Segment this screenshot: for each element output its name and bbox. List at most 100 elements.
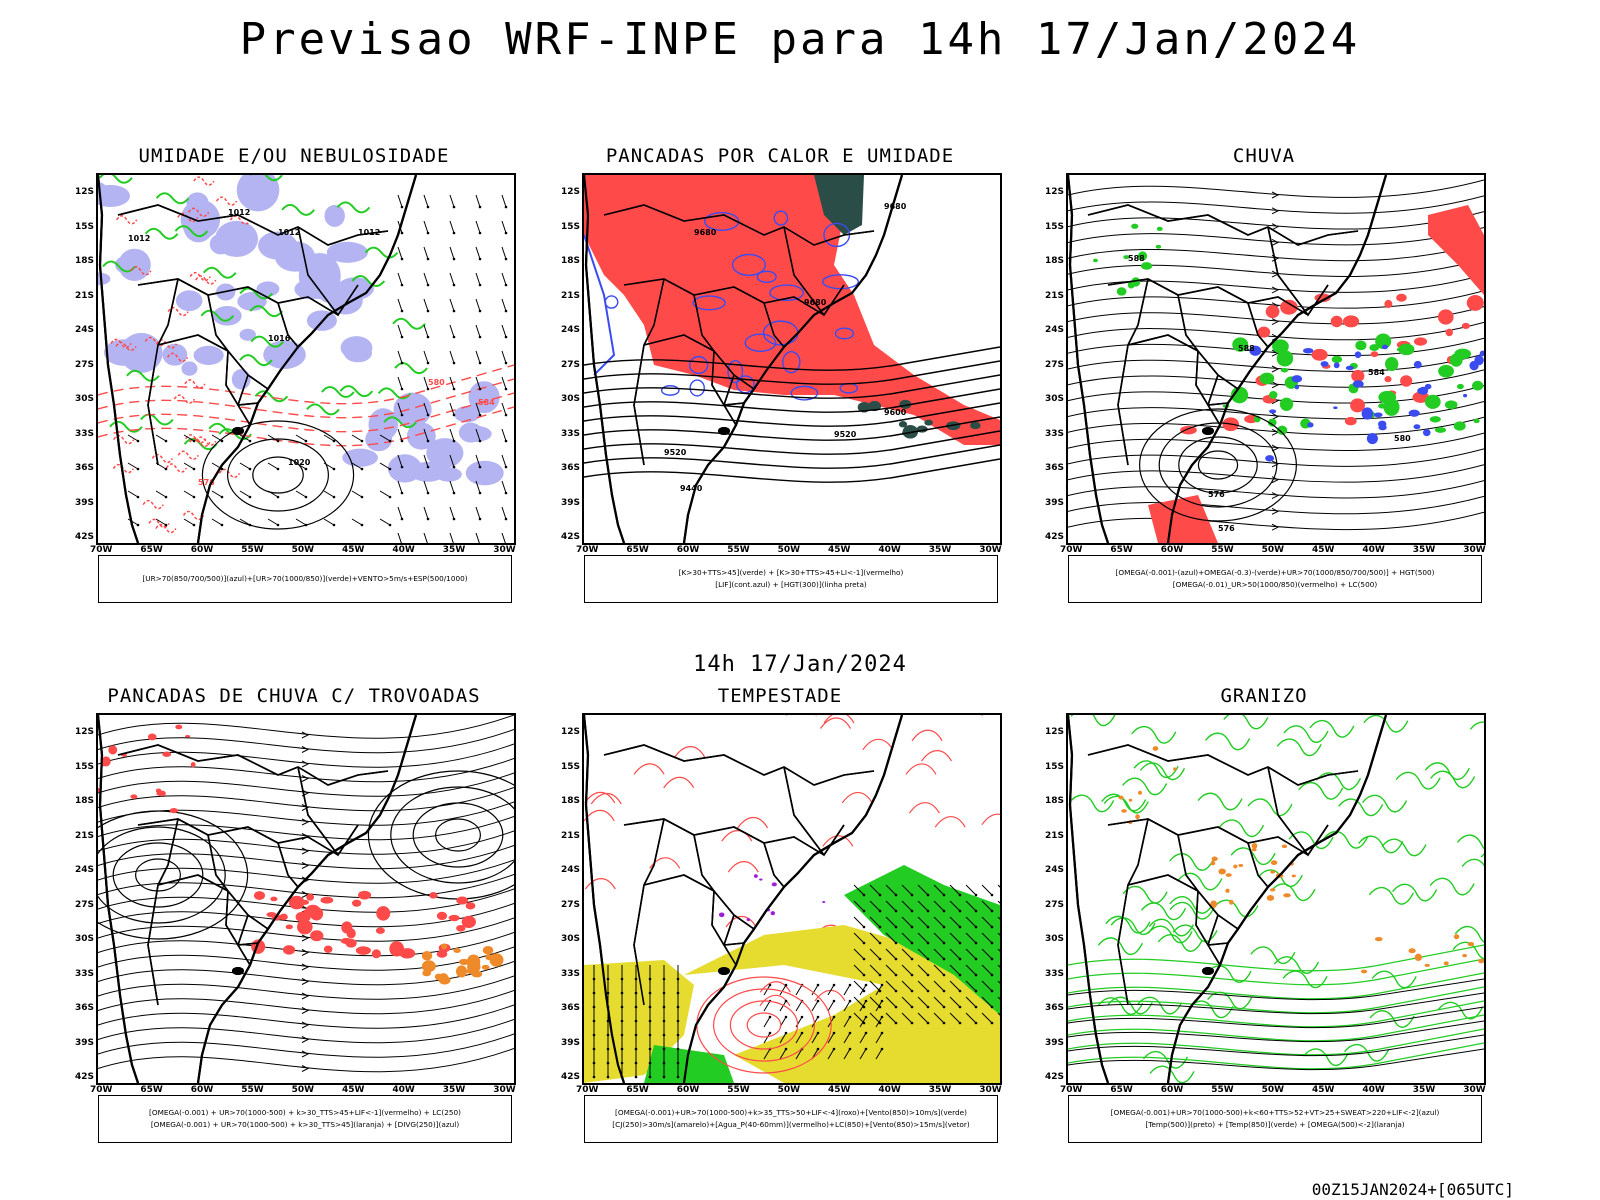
contour-label: 9520 [834, 430, 857, 439]
heavy-rain-area [1424, 394, 1441, 409]
state-border [1247, 302, 1269, 348]
state-border [297, 766, 359, 857]
wind-vector [859, 1000, 867, 1012]
heavy-rain-area [1444, 400, 1458, 410]
map-frame: 1012 1012 1012 1012 1016 1020 576 580 584 [96, 173, 516, 545]
rain-area [1244, 415, 1258, 424]
wind-vector-head [360, 495, 364, 499]
precipitable-water-contour [590, 792, 622, 805]
streamline-arrow [1271, 286, 1280, 294]
wind-vector [423, 454, 429, 468]
longitude-label: 65W [626, 1085, 649, 1095]
thickness-contour [166, 352, 189, 363]
streamline-arrow [301, 862, 310, 869]
temp850-contour [1206, 965, 1252, 983]
thickness-contour [155, 339, 178, 349]
contour-line [584, 430, 1000, 455]
longitude-label: 60W [1160, 1085, 1184, 1095]
latitude-label: 27S [560, 359, 580, 370]
wind-vector [997, 996, 1000, 1000]
latitude-label: 30S [560, 394, 580, 404]
thickness-contour [215, 196, 238, 206]
contour-line [1068, 1028, 1484, 1056]
lagoon [718, 427, 730, 435]
wind-vector [397, 428, 403, 442]
longitude-label: 45W [1312, 1085, 1335, 1095]
humidity-area [340, 336, 373, 360]
contour-label: 1020 [288, 458, 311, 467]
wind-vector [501, 532, 506, 543]
wind-vector-head [958, 925, 962, 929]
wind-vector-head [400, 387, 404, 391]
wind-vector [827, 1032, 835, 1044]
state-border [225, 890, 259, 946]
temp850-contour [1213, 899, 1259, 918]
legend-line: [OMEGA(-0.001)+UR>70(1000-500)+k>35_TTS>… [615, 1108, 967, 1117]
contour-line [584, 374, 1000, 399]
thunderstorm-area [358, 890, 372, 900]
rain-area [1350, 398, 1365, 413]
wind-vector-head [816, 999, 820, 1003]
wind-vector [449, 272, 455, 286]
wind-vector-head [304, 439, 308, 443]
state-border [763, 842, 785, 888]
weak-rain-area [1373, 412, 1383, 418]
wind-vector [795, 1000, 803, 1012]
wind-vector [933, 980, 945, 992]
omega-area [1211, 856, 1218, 862]
temp850-contour [1069, 794, 1115, 813]
wind-vector-head [864, 1031, 868, 1035]
streamline [98, 961, 514, 986]
wind-vector [869, 948, 881, 960]
state-border [117, 744, 389, 786]
wind-vector [351, 434, 363, 442]
wind-vector [397, 480, 403, 494]
wind-vector-head [880, 1015, 884, 1019]
wind-vector-head [926, 1021, 930, 1025]
wind-vector [779, 1000, 787, 1012]
wind-vector-head [880, 1047, 884, 1051]
heavy-rain-area [1331, 355, 1343, 364]
thunderstorm-area [320, 896, 334, 904]
temp850-contour [1270, 883, 1316, 902]
humidity-area [263, 340, 306, 370]
map-frame [96, 713, 516, 1085]
wind-vector-head [878, 957, 882, 961]
omega-area [1128, 798, 1133, 802]
wind-vector [501, 428, 507, 442]
contour-label: 576 [1218, 524, 1235, 533]
wind-vector [423, 194, 429, 208]
omega-area [1424, 963, 1430, 967]
omega-area [1360, 969, 1368, 974]
wind-vector-head [768, 983, 772, 987]
omega-area [1281, 844, 1288, 849]
humidity-area [236, 175, 280, 212]
rain-area [1437, 309, 1454, 325]
wind-vector [501, 220, 507, 234]
thunderstorm-area [429, 891, 438, 899]
latitude-label: 42S [74, 532, 94, 542]
temp850-contour [1139, 762, 1186, 781]
thunderstorm-area [351, 899, 362, 907]
humidity-low-contour [202, 266, 237, 279]
wind-vector-head [958, 941, 962, 945]
streamline-arrow [301, 1036, 310, 1043]
wind-vector-head [504, 205, 508, 209]
latitude-label: 27S [74, 359, 94, 370]
state-border [147, 278, 179, 466]
temp850-contour [1098, 997, 1144, 1015]
thunderstorm-area [465, 902, 476, 910]
contour-label: 9520 [664, 448, 687, 457]
omega-area [1453, 934, 1460, 940]
wind-vector [183, 518, 195, 526]
contour-label: 9440 [680, 484, 703, 493]
wind-vector-head [942, 909, 946, 913]
wind-vector-head [942, 957, 946, 961]
wind-vector-head [452, 413, 456, 417]
wind-vector [853, 932, 865, 944]
streamline-arrow [1271, 239, 1280, 246]
contour-line [1068, 944, 1484, 972]
contour-label: 584 [1368, 368, 1385, 377]
state-border [137, 818, 339, 856]
wind-vector-head [452, 231, 456, 235]
